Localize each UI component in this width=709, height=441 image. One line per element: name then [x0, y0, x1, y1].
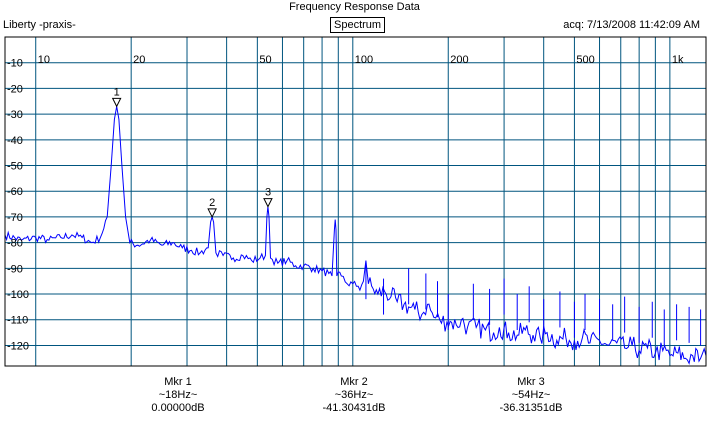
marker-3-readout: Mkr 3 ~54Hz~ -36.31351dB	[461, 376, 601, 415]
chart-title: Frequency Response Data	[289, 1, 420, 13]
y-tick-label: -50	[7, 161, 23, 173]
x-tick-label: 1k	[672, 54, 684, 66]
marker-2-title: Mkr 2	[340, 376, 368, 388]
marker-2-value: -41.30431dB	[322, 402, 386, 414]
y-tick-label: -100	[7, 289, 29, 301]
marker-1-readout: Mkr 1 ~18Hz~ 0.00000dB	[108, 376, 248, 415]
marker-2-triangle	[207, 208, 217, 219]
x-tick-label: 200	[450, 54, 468, 66]
marker-3-value: -36.31351dB	[499, 402, 563, 414]
y-tick-label: -60	[7, 186, 23, 198]
marker-1-title: Mkr 1	[164, 376, 192, 388]
marker-2-frequency: ~36Hz~	[334, 389, 374, 401]
marker-2-readout: Mkr 2 ~36Hz~ -41.30431dB	[284, 376, 424, 415]
marker-1-label: 1	[114, 86, 120, 98]
y-tick-label: -30	[7, 109, 23, 121]
y-tick-label: -90	[7, 263, 23, 275]
plot-frame	[4, 36, 707, 367]
y-tick-label: -120	[7, 340, 29, 352]
x-tick-label: 500	[576, 54, 594, 66]
y-tick-label: -10	[7, 58, 23, 70]
x-tick-label: 20	[133, 54, 145, 66]
marker-3-triangle	[263, 198, 273, 208]
x-tick-label: 50	[259, 54, 271, 66]
y-tick-label: -110	[7, 315, 28, 327]
marker-1-value: 0.00000dB	[151, 402, 205, 414]
y-tick-label: -70	[7, 212, 23, 224]
marker-layer: 1 2 3	[111, 86, 273, 219]
marker-1-triangle	[111, 97, 122, 108]
marker-1-frequency: ~18Hz~	[158, 389, 198, 401]
marker-3-label: 3	[265, 187, 271, 199]
y-tick-label: -40	[7, 135, 23, 147]
trace-layer	[4, 106, 707, 365]
y-tick-label: -20	[7, 83, 23, 95]
marker-3-title: Mkr 3	[517, 376, 545, 388]
x-tick-label: 100	[355, 54, 373, 66]
tick-labels: 10 20 50 100 200 500 1k -10 -20 -30 -40 -50 -60 -70 -8…	[7, 54, 684, 352]
x-tick-label: 10	[38, 54, 50, 66]
marker-3-frequency: ~54Hz~	[511, 389, 551, 401]
grid	[5, 37, 706, 366]
acquisition-timestamp: acq: 7/13/2008 11:42:09 AM	[563, 19, 700, 31]
series-1-line	[4, 106, 707, 365]
marker-2-label: 2	[209, 197, 215, 209]
spectrum-mode-button[interactable]: Spectrum	[330, 17, 386, 33]
y-tick-label: -80	[7, 238, 23, 250]
app-name: Liberty -praxis-	[3, 19, 76, 31]
